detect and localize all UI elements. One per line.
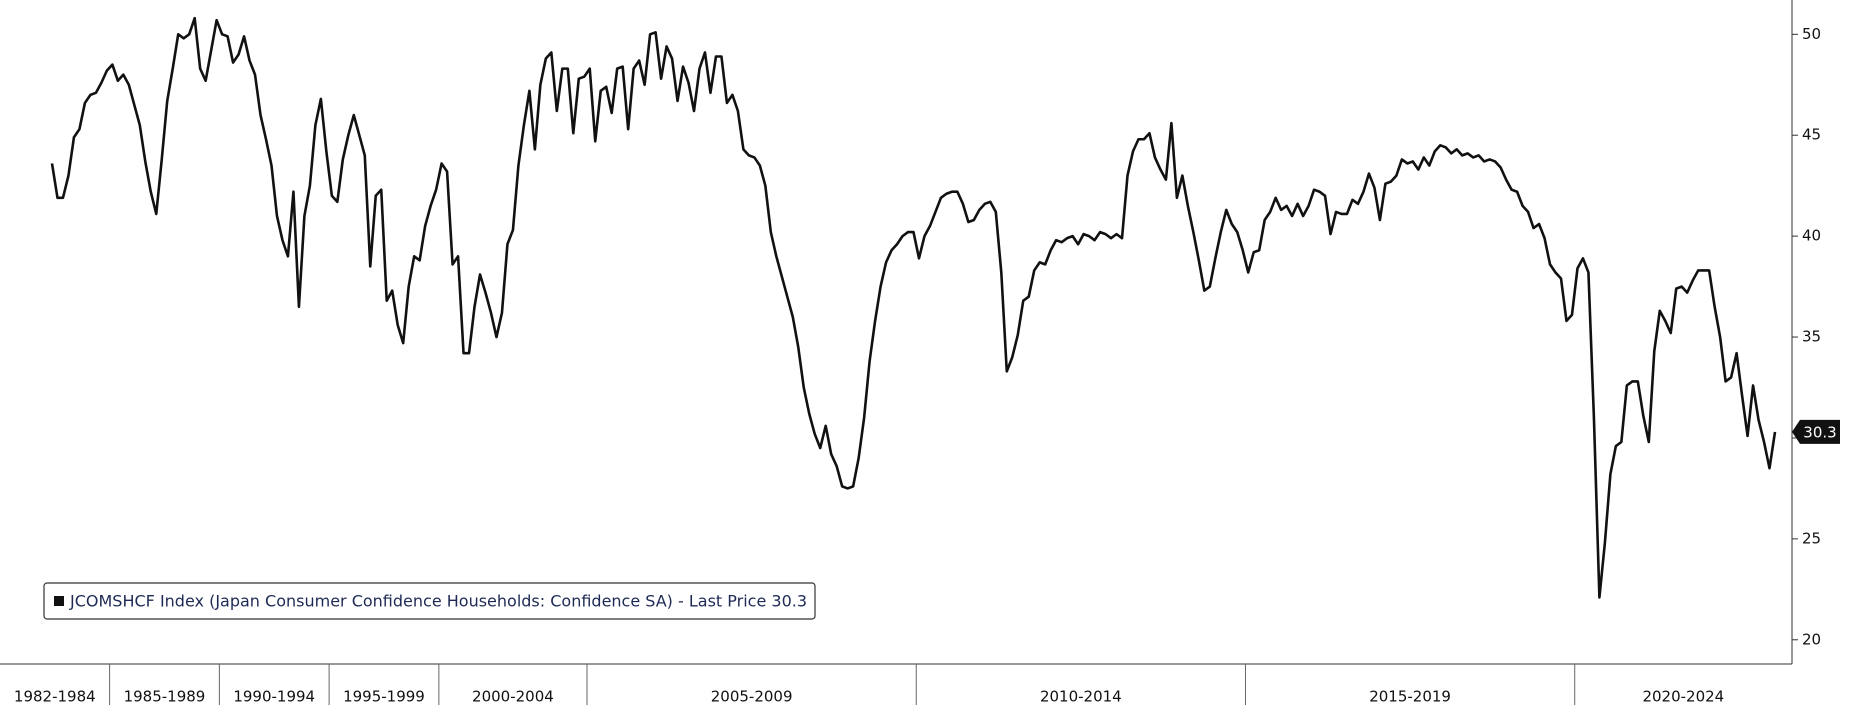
y-tick-label: 25 bbox=[1802, 529, 1821, 547]
y-tick-label: 40 bbox=[1802, 227, 1821, 245]
legend-label: JCOMSHCF Index (Japan Consumer Confidenc… bbox=[69, 592, 807, 611]
y-tick-label: 20 bbox=[1802, 630, 1821, 648]
x-tick-label: 2005-2009 bbox=[711, 688, 793, 705]
x-tick-label: 1990-1994 bbox=[233, 688, 315, 705]
legend: JCOMSHCF Index (Japan Consumer Confidenc… bbox=[43, 582, 816, 620]
series-line bbox=[50, 16, 1777, 599]
x-tick-label: 2000-2004 bbox=[472, 688, 554, 705]
y-tick-label: 45 bbox=[1802, 126, 1821, 144]
last-value-tag: 30.3 bbox=[1803, 423, 1836, 441]
legend-box bbox=[43, 582, 816, 620]
last-value-tag-bg bbox=[1792, 419, 1840, 444]
y-tick-label: 35 bbox=[1802, 328, 1821, 346]
legend-swatch bbox=[54, 596, 64, 606]
x-tick-label: 2010-2014 bbox=[1040, 688, 1122, 705]
x-tick-label: 1982-1984 bbox=[14, 688, 96, 705]
x-tick-label: 2015-2019 bbox=[1369, 688, 1451, 705]
x-tick-label: 1985-1989 bbox=[124, 688, 206, 705]
y-tick-label: 50 bbox=[1802, 25, 1821, 43]
x-tick-label: 1995-1999 bbox=[343, 688, 425, 705]
x-tick-label: 2020-2024 bbox=[1642, 688, 1724, 705]
